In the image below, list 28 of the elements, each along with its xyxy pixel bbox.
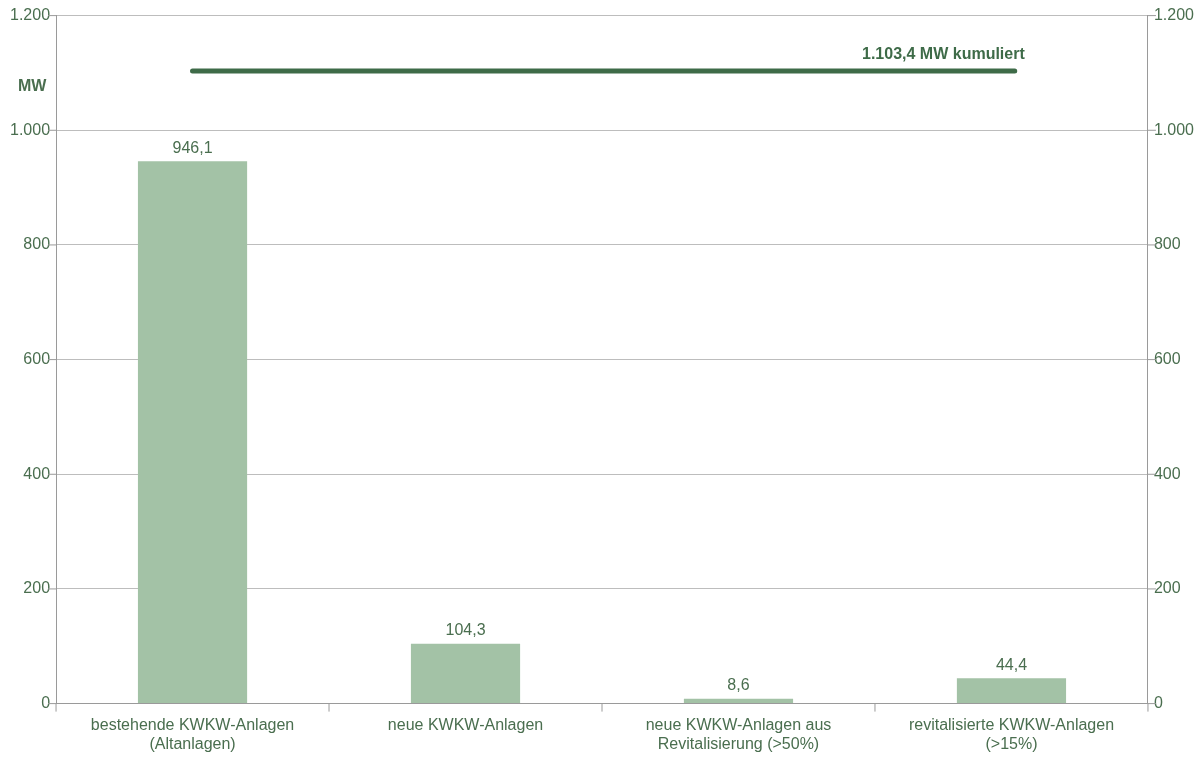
data-label: 8,6 bbox=[727, 676, 750, 694]
y-axis-title: MW bbox=[18, 77, 48, 95]
y-tick-label: 200 bbox=[23, 579, 51, 597]
y-tick-label: 1.000 bbox=[9, 120, 51, 138]
bar bbox=[410, 643, 521, 704]
x-tick-label: bestehende KWKW-Anlagen (Altanlagen) bbox=[90, 715, 295, 752]
bar bbox=[956, 678, 1067, 704]
y-tick-label: 800 bbox=[23, 235, 51, 253]
y2-tick-label: 400 bbox=[1153, 464, 1181, 482]
bar bbox=[683, 698, 794, 704]
y2-tick-label: 1.200 bbox=[1153, 6, 1195, 24]
y-tick-label: 0 bbox=[41, 694, 51, 712]
y-tick-label: 600 bbox=[23, 350, 51, 368]
y2-tick-label: 0 bbox=[1153, 694, 1163, 712]
y-tick-label: 400 bbox=[23, 464, 51, 482]
bar bbox=[137, 161, 248, 704]
data-label: 946,1 bbox=[172, 138, 213, 156]
y2-tick-label: 200 bbox=[1153, 579, 1181, 597]
x-tick-label: neue KWKW-Anlagen bbox=[387, 715, 544, 733]
ref-line-label: 1.103,4 MW kumuliert bbox=[862, 45, 1026, 63]
x-tick-label: revitalisierte KWKW-Anlagen (>15%) bbox=[908, 715, 1115, 752]
y2-tick-label: 800 bbox=[1153, 235, 1181, 253]
y2-tick-label: 1.000 bbox=[1153, 120, 1195, 138]
y-tick-label: 1.200 bbox=[9, 6, 51, 24]
x-tick-label: neue KWKW-Anlagen aus Revitalisierung (>50%) bbox=[645, 715, 832, 752]
data-label: 44,4 bbox=[995, 655, 1028, 673]
y2-tick-label: 600 bbox=[1153, 350, 1181, 368]
data-label: 104,3 bbox=[445, 621, 486, 639]
